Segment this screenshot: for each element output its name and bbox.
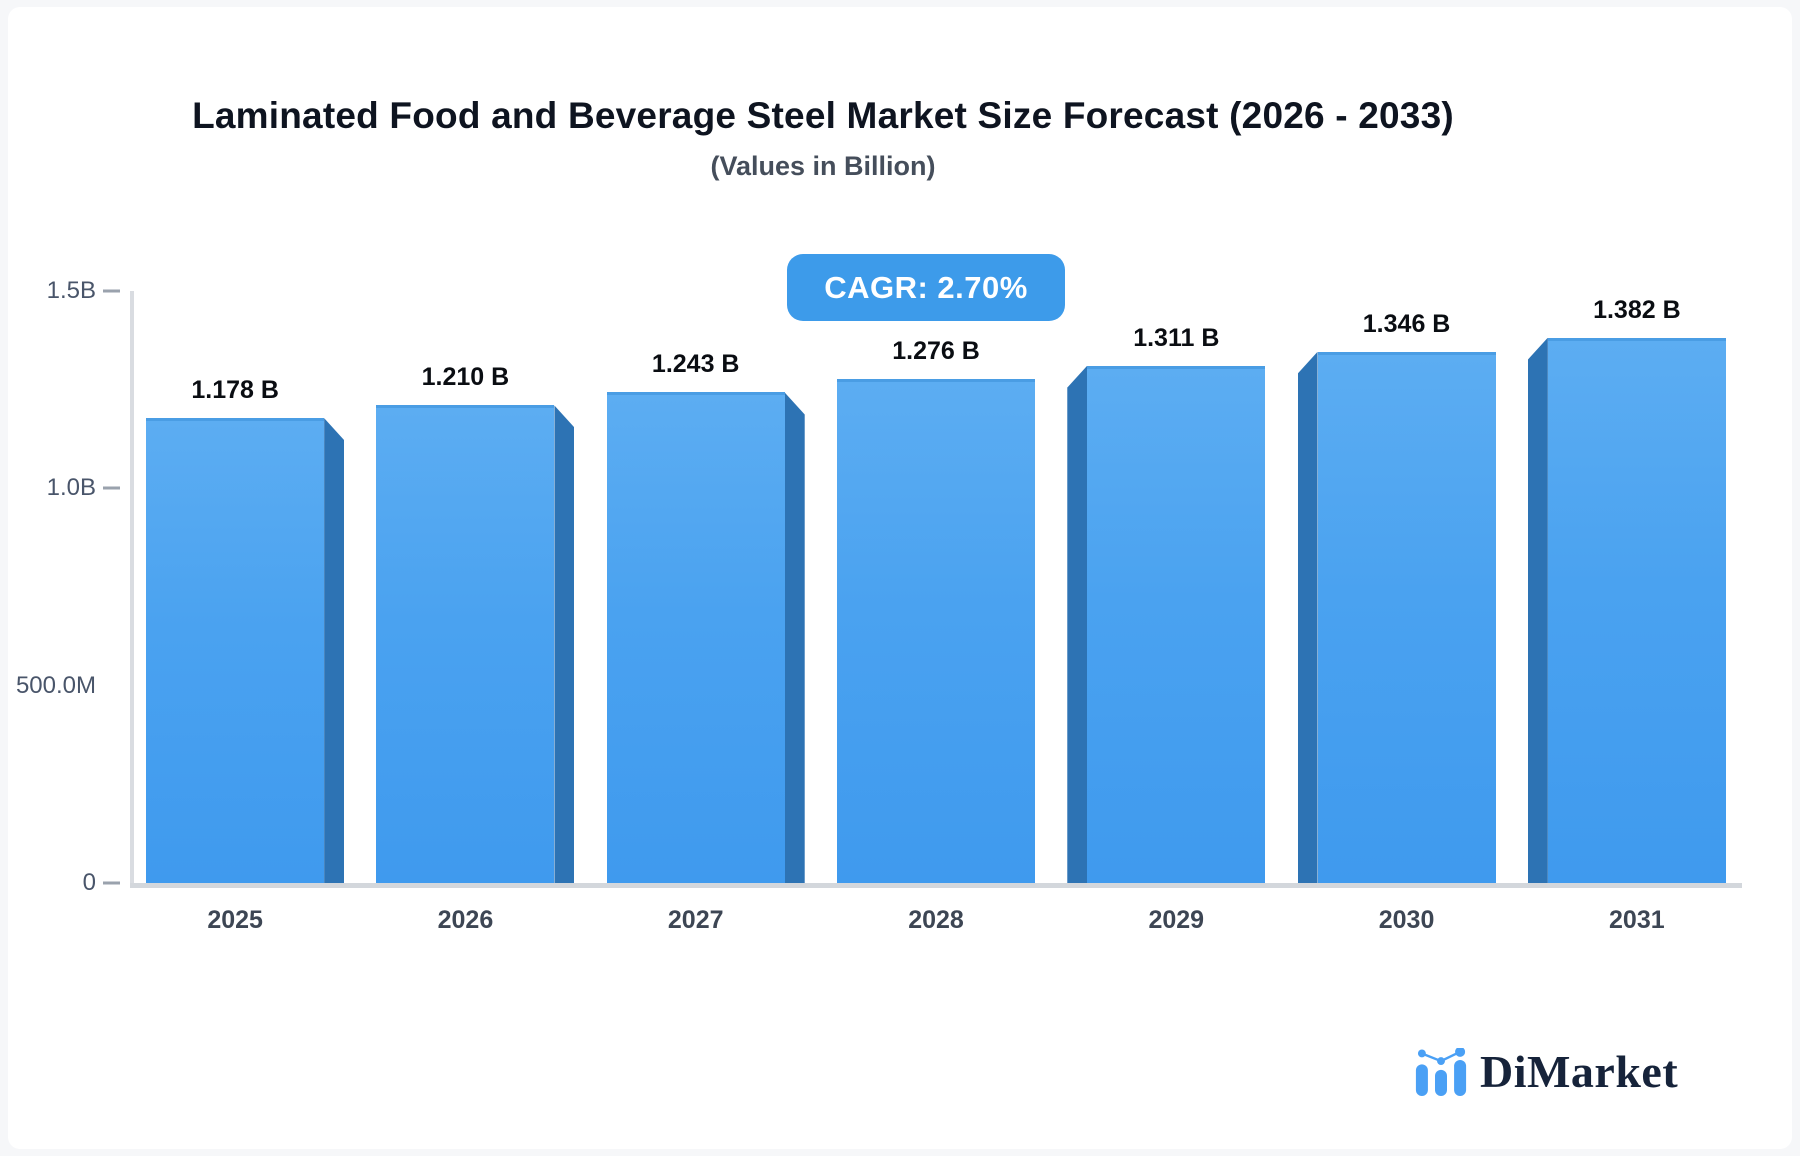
x-axis-label-2025: 2025 [207,906,263,934]
bar-2026 [376,405,575,883]
x-axis-label-2029: 2029 [1148,906,1205,934]
bar-value-label: 1.311 B [1133,323,1220,352]
bar-side-shadow [1297,351,1318,883]
brand-logo: DiMarket [1414,1045,1678,1098]
bar-2028 [837,379,1035,883]
bar-2029 [1067,365,1266,883]
x-axis-label-2026: 2026 [437,906,494,934]
chart-card: Laminated Food and Beverage Steel Market… [8,7,1792,1149]
bar-2031 [1527,337,1726,883]
y-tick-label: 0 [82,869,96,896]
y-tick-label: 1.5B [46,277,96,304]
bar-value-label: 1.346 B [1362,309,1451,338]
bar-value-label: 1.382 B [1593,295,1681,324]
bar-face [606,392,785,883]
bar-face [146,418,325,883]
plot-area [130,291,1742,888]
bar-value-label: 1.210 B [421,363,510,392]
x-axis-label-2028: 2028 [908,906,964,934]
y-tick-label: 1.0B [46,474,96,502]
bar-value-label: 1.276 B [892,337,980,366]
bar-value-label: 1.243 B [651,350,740,379]
y-tick-label: 500.0M [15,671,96,699]
bar-side-shadow [784,392,805,883]
bar-side-shadow [554,405,575,883]
bar-face [1087,365,1266,883]
x-axis-line [130,883,1742,888]
bar-2030 [1297,351,1496,883]
cagr-badge: CAGR: 2.70% [787,254,1065,321]
y-tick-mark [103,486,120,490]
bar-value-label: 1.178 B [191,376,279,405]
x-axis-label-2027: 2027 [667,906,724,934]
y-tick-mark [103,881,120,885]
dimarket-logo-icon [1415,1047,1467,1096]
x-axis-label-2030: 2030 [1378,906,1435,934]
chart-title: Laminated Food and Beverage Steel Market… [192,95,1454,136]
x-axis-label-2031: 2031 [1609,906,1665,934]
chart-subtitle: (Values in Billion) [710,151,936,181]
bar-face [1547,337,1726,883]
y-axis-line [130,291,134,888]
bar-face [837,379,1035,883]
bar-2027 [606,392,805,883]
bar-side-shadow [1067,365,1088,883]
y-tick-mark [103,289,120,293]
bar-2025 [146,418,345,883]
bar-side-shadow [1527,337,1548,883]
chart-header: Laminated Food and Beverage Steel Market… [8,7,1638,182]
bar-side-shadow [324,418,345,883]
bar-face [1317,351,1496,883]
bar-face [376,405,555,883]
brand-name: DiMarket [1480,1046,1679,1097]
